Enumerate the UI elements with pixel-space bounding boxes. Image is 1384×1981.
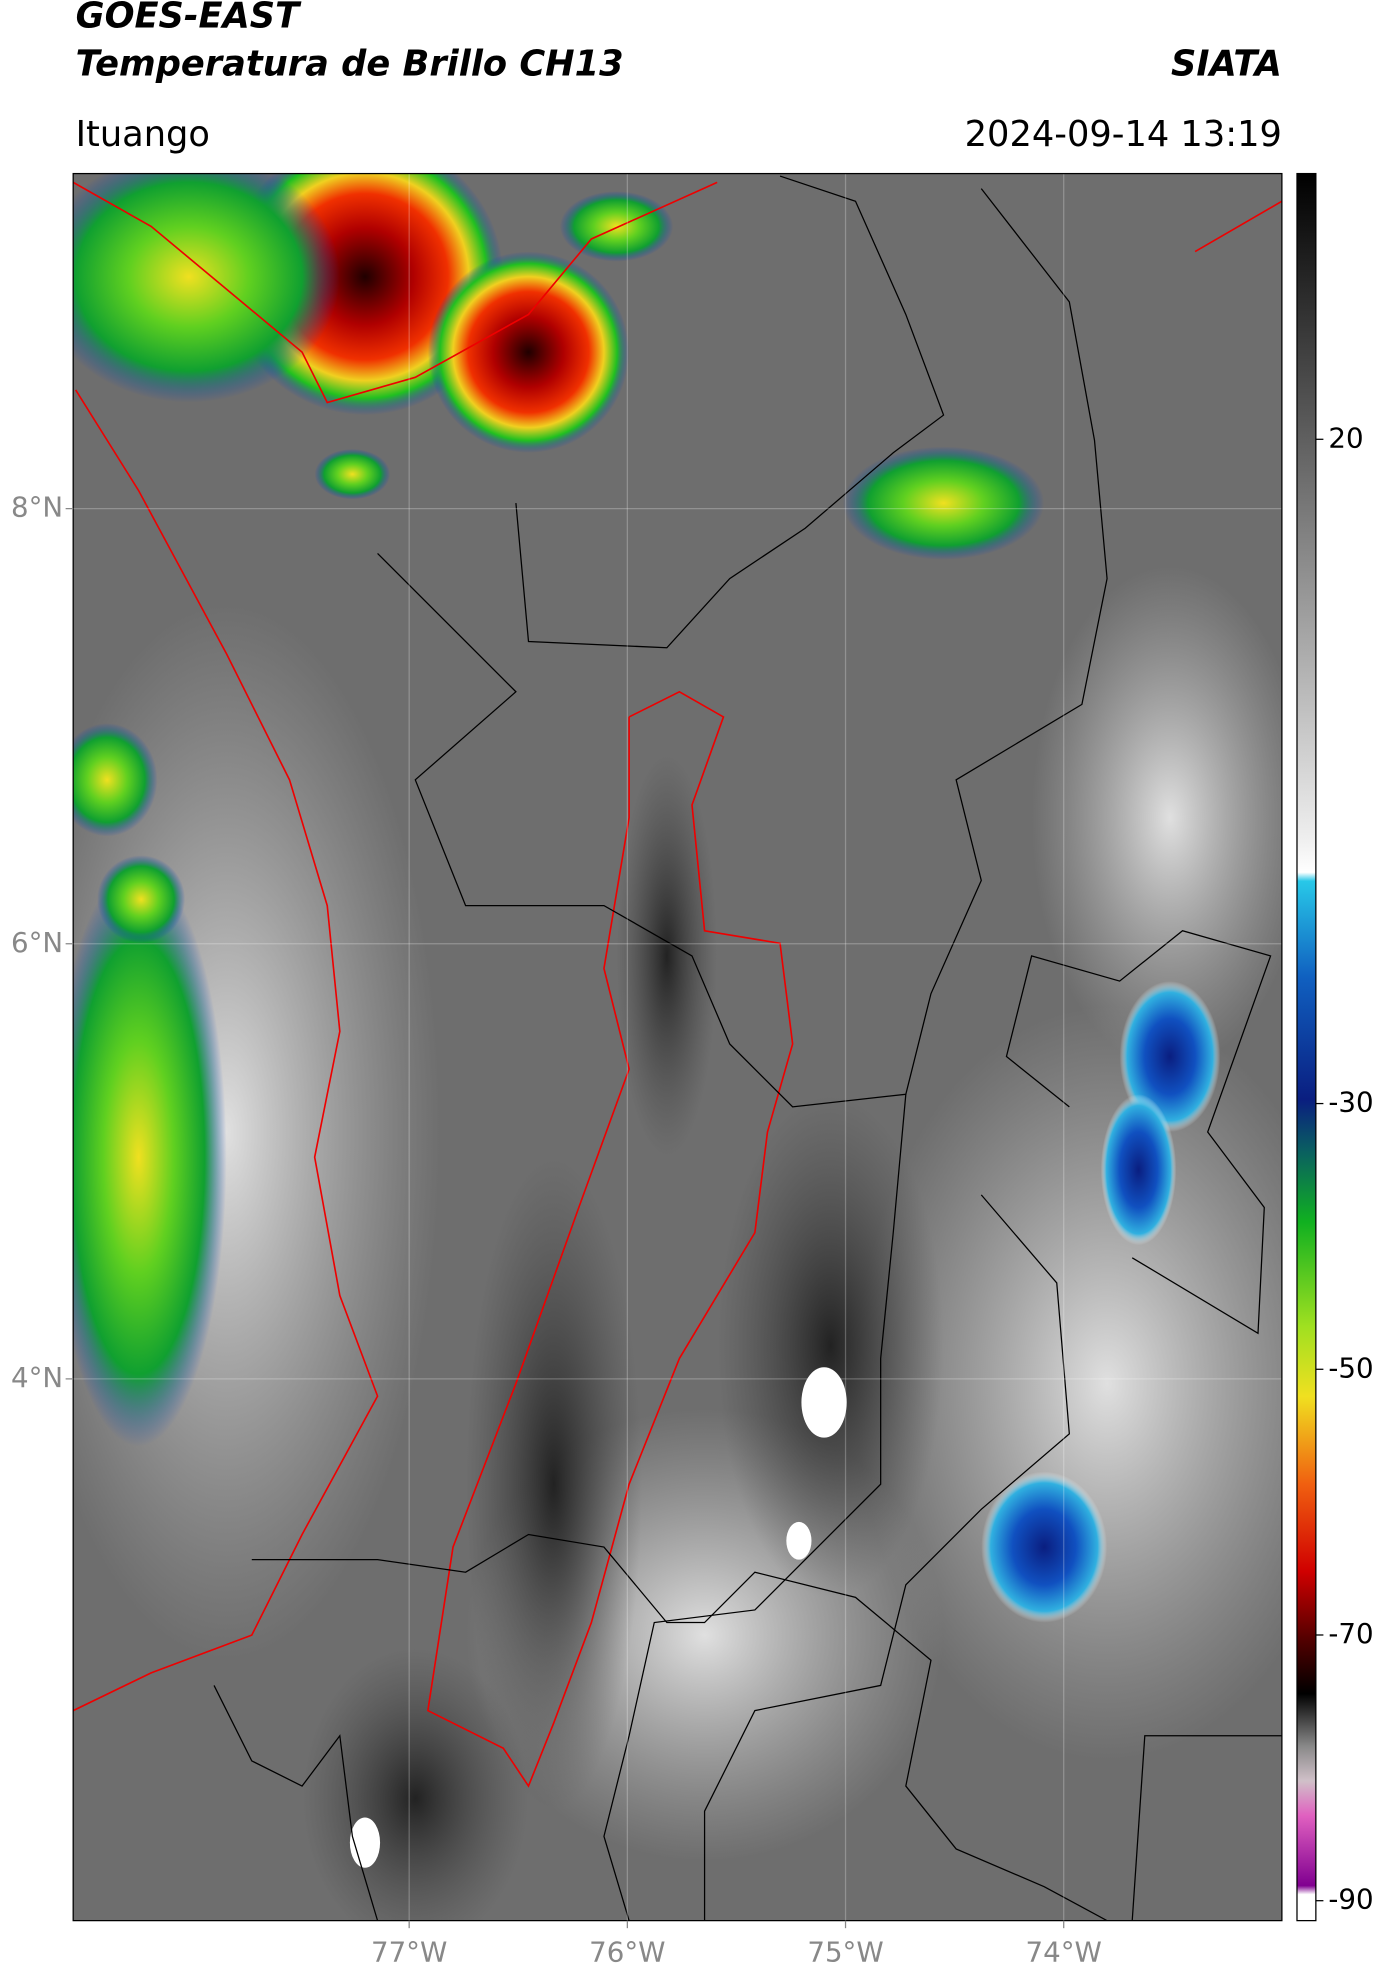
colorbar bbox=[1296, 172, 1317, 1922]
y-tick-label: 4°N bbox=[11, 1361, 63, 1394]
map-frame bbox=[72, 172, 1283, 1922]
colorbar-tick-label: -30 bbox=[1328, 1086, 1373, 1119]
source: SIATA bbox=[1171, 43, 1282, 84]
subtitle: Temperatura de Brillo CH13 bbox=[76, 43, 624, 84]
colorbar-tick-label: -90 bbox=[1328, 1883, 1373, 1916]
timestamp: 2024-09-14 13:19 bbox=[965, 114, 1282, 155]
grid bbox=[73, 173, 1282, 1921]
x-tick-label: 75°W bbox=[807, 1935, 883, 1968]
y-tick-label: 6°N bbox=[11, 926, 63, 959]
title: GOES-EAST bbox=[76, 0, 302, 37]
region: Ituango bbox=[76, 114, 210, 155]
colorbar-tick-label: -50 bbox=[1328, 1351, 1373, 1384]
x-tick-label: 74°W bbox=[1026, 1935, 1102, 1968]
x-tick-label: 76°W bbox=[589, 1935, 665, 1968]
colorbar-tick-label: 20 bbox=[1328, 421, 1363, 454]
map-image bbox=[73, 173, 1282, 1921]
colorbar-tick-label: -70 bbox=[1328, 1617, 1373, 1650]
y-tick-label: 8°N bbox=[11, 491, 63, 524]
x-tick-label: 77°W bbox=[371, 1935, 447, 1968]
